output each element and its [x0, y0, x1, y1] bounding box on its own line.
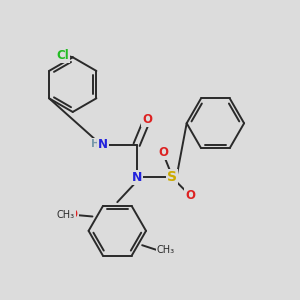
Text: O: O	[68, 208, 78, 221]
Text: O: O	[158, 146, 168, 159]
Text: S: S	[167, 170, 177, 184]
Text: O: O	[142, 113, 152, 126]
Text: CH₃: CH₃	[157, 245, 175, 255]
Text: O: O	[185, 189, 195, 202]
Text: H: H	[91, 139, 100, 149]
Text: CH₃: CH₃	[57, 210, 75, 220]
Text: N: N	[131, 171, 142, 184]
Text: Cl: Cl	[56, 49, 69, 62]
Text: N: N	[98, 138, 108, 151]
